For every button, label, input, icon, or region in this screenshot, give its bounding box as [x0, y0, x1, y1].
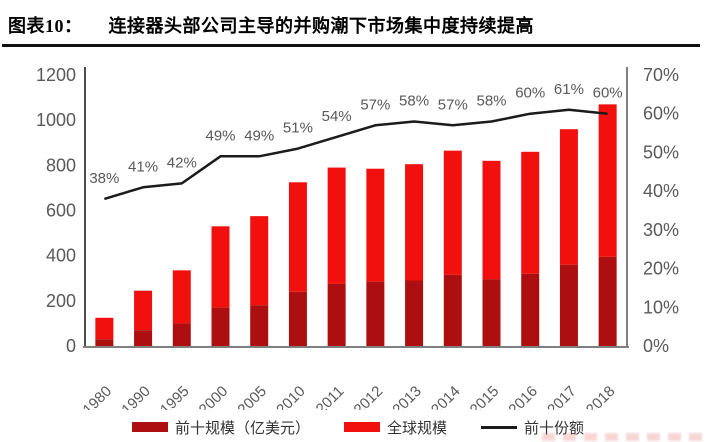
x-axis-label-2013: 2013	[389, 383, 425, 410]
share-point-label: 54%	[322, 108, 352, 125]
figure-title: 连接器头部公司主导的并购潮下市场集中度持续提高	[108, 16, 534, 36]
share-point-label: 42%	[167, 154, 197, 171]
bar-global-2012	[366, 168, 385, 282]
bar-top10-1995	[172, 323, 191, 346]
share-point-label: 57%	[360, 96, 390, 113]
bar-top10-2014	[443, 274, 462, 346]
x-axis-label-2017: 2017	[544, 383, 580, 410]
x-axis-label-2005: 2005	[234, 383, 270, 410]
share-point-label: 58%	[476, 92, 506, 109]
legend-item-top10-share: 前十份额	[481, 417, 584, 438]
x-axis-label-2010: 2010	[273, 383, 309, 410]
bar-top10-2016	[521, 273, 540, 346]
legend-swatch-top10	[131, 422, 168, 432]
legend-label-top10: 前十规模（亿美元）	[174, 419, 310, 437]
x-axis-label-2000: 2000	[196, 383, 232, 410]
bar-top10-2017	[559, 264, 578, 346]
right-axis-tick: 30%	[643, 220, 679, 240]
bar-top10-2013	[405, 280, 424, 346]
legend-label-global: 全球规模	[386, 419, 447, 437]
left-axis-tick: 200	[46, 291, 76, 311]
title-underline	[2, 44, 700, 47]
legend-swatch-share-line	[481, 425, 517, 429]
share-point-label: 49%	[205, 127, 235, 144]
right-axis-tick: 70%	[643, 65, 679, 85]
x-axis-label-2016: 2016	[505, 383, 541, 410]
left-axis-tick: 800	[46, 155, 76, 175]
right-axis-tick: 0%	[643, 336, 669, 356]
bar-global-2005	[250, 216, 269, 306]
legend-item-top10-scale: 前十规模（亿美元）	[131, 417, 310, 438]
right-axis-tick: 20%	[643, 259, 679, 279]
right-axis-tick: 40%	[643, 181, 679, 201]
legend-label-share: 前十份额	[524, 419, 585, 437]
share-point-label: 57%	[438, 96, 468, 113]
share-point-label: 60%	[515, 85, 545, 102]
bar-top10-2011	[327, 283, 346, 346]
left-axis-tick: 1000	[36, 110, 76, 130]
right-axis-tick: 50%	[643, 142, 679, 162]
x-axis-label-2015: 2015	[467, 383, 503, 410]
chart-canvas: 0 200 400 600 800 1000 1200 0% 10% 20% 30% 40% 50% 60…	[36, 65, 679, 418]
x-axis-label-1995: 1995	[157, 383, 193, 410]
bar-top10-2010	[288, 291, 307, 346]
bar-top10-2005	[250, 305, 269, 346]
legend-item-global-scale: 全球规模	[343, 417, 447, 438]
share-point-label: 41%	[128, 158, 158, 175]
bar-global-2014	[443, 150, 462, 275]
bar-global-2013	[405, 164, 424, 281]
share-point-label: 38%	[89, 170, 119, 187]
bar-global-1995	[172, 270, 191, 324]
left-axis-tick: 1200	[36, 65, 76, 85]
chart-legend: 前十规模（亿美元） 全球规模 前十份额	[0, 415, 716, 439]
share-point-label: 58%	[399, 92, 429, 109]
bar-global-2010	[288, 182, 307, 292]
legend-swatch-global	[343, 422, 380, 432]
left-axis-tick: 400	[46, 246, 76, 266]
chart-area: 0 200 400 600 800 1000 1200 0% 10% 20% 30% 40% 50% 60…	[0, 55, 716, 418]
bar-global-1980	[95, 317, 114, 340]
x-axis-label-2014: 2014	[428, 383, 464, 410]
bar-global-2017	[559, 129, 578, 265]
bar-global-2011	[327, 167, 346, 284]
bar-top10-1990	[134, 330, 153, 346]
right-axis-tick: 60%	[643, 104, 679, 124]
bar-top10-2012	[366, 281, 385, 346]
bar-global-2016	[521, 151, 540, 274]
x-axis-label-2012: 2012	[351, 383, 387, 410]
bar-top10-2015	[482, 279, 501, 346]
bar-top10-2018	[598, 256, 617, 346]
share-point-label: 51%	[283, 120, 313, 137]
x-axis-label-2018: 2018	[583, 383, 619, 410]
share-point-label: 61%	[554, 81, 584, 98]
share-line	[103, 108, 608, 201]
x-axis-label-2011: 2011	[313, 383, 348, 410]
bar-global-2000	[211, 226, 230, 308]
bar-top10-1980	[95, 339, 114, 346]
figure-title-row: 图表10： 连接器头部公司主导的并购潮下市场集中度持续提高	[8, 12, 708, 38]
share-point-label: 49%	[244, 127, 274, 144]
x-axis-label-1990: 1990	[118, 383, 154, 410]
bar-top10-2000	[211, 307, 230, 346]
bar-global-2015	[482, 160, 501, 280]
bar-global-2018	[598, 104, 617, 257]
left-axis-tick: 600	[46, 201, 76, 221]
x-axis-label-1980: 1980	[80, 383, 116, 410]
watermark-fragment	[542, 433, 710, 441]
bar-global-1990	[134, 290, 153, 331]
share-point-label: 60%	[593, 85, 623, 102]
right-axis-tick: 10%	[643, 297, 679, 317]
left-axis-tick: 0	[66, 336, 76, 356]
figure-number-label: 图表10：	[8, 16, 83, 36]
